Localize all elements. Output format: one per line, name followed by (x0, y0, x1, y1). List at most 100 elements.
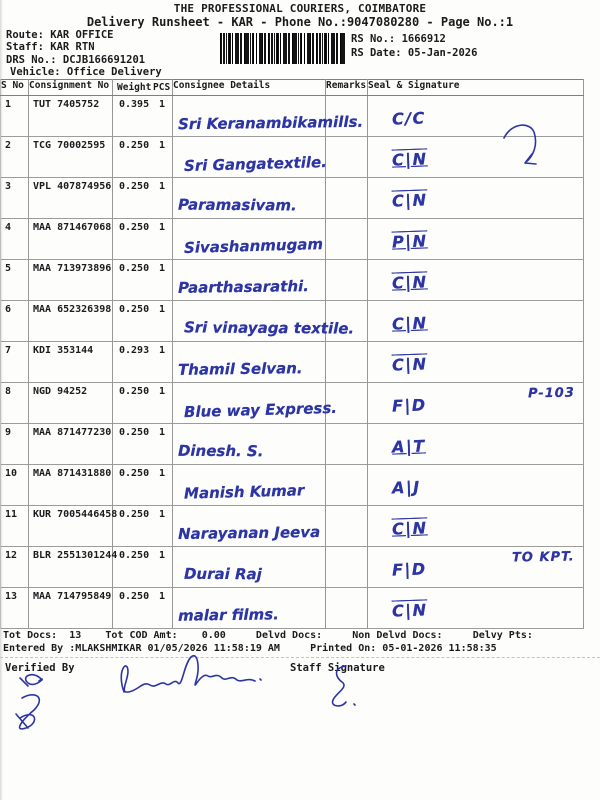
cell-remarks (325, 259, 368, 301)
handwritten-seal-mark: C|N (391, 190, 428, 211)
separator-line (0, 657, 600, 658)
tot-cod-value: 0.00 (201, 630, 226, 641)
cell-consignment: TCG 70002595 (28, 136, 113, 178)
vehicle-label: Vehicle: (10, 66, 61, 79)
cell-weight-pcs: 0.395 1 (112, 95, 173, 137)
handwritten-seal-mark: C|N (391, 354, 428, 375)
tot-docs-label: Tot Docs: (3, 630, 58, 641)
table-row: 9 MAA 871477230 0.250 1 Dinesh. S. A|T (0, 423, 584, 465)
entered-printed-line: Entered By :MLAKSHMIKAR 01/05/2026 11:58… (3, 643, 497, 654)
handwritten-seal-mark: C|N (391, 600, 428, 621)
table-row: 5 MAA 713973896 0.250 1 Paarthasarathi. C… (0, 259, 584, 301)
cell-sno: 9 (0, 423, 29, 465)
rs-date-line: RS Date: 05-Jan-2026 (351, 47, 477, 61)
cell-weight-pcs: 0.250 1 (112, 177, 173, 219)
consignment-table: S No Consignment No Weight PCS Consignee … (0, 79, 584, 629)
staff-line: Staff: KAR RTN (6, 41, 162, 53)
cell-consignment: KDI 353144 (28, 341, 113, 383)
handwritten-remark-note: TO KPT. (512, 549, 576, 566)
cell-seal-signature: C|N (367, 505, 584, 547)
cell-sno: 6 (0, 300, 29, 342)
table-row: 3 VPL 407874956 0.250 1 Paramasivam. C|N (0, 177, 584, 219)
cell-consignee: Durai Raj (172, 546, 326, 588)
cell-seal-signature: C|N (367, 136, 584, 178)
rs-info-block: RS No.: 1666912 RS Date: 05-Jan-2026 (351, 33, 477, 60)
vehicle-value: Office Delivery (66, 66, 162, 79)
cell-consignee: Paarthasarathi. (172, 259, 326, 301)
cell-consignment: BLR 2551301244 (28, 546, 117, 588)
drs-label: DRS No.: (6, 53, 57, 66)
cell-remarks (325, 587, 368, 629)
cell-consignment: NGD 94252 (28, 382, 113, 424)
verified-by-label: Verified By (5, 662, 75, 674)
cell-consignment: MAA 871477230 (28, 423, 113, 465)
header-seal-signature: Seal & Signature (367, 79, 584, 96)
cell-sno: 1 (0, 95, 29, 137)
cell-remarks (325, 505, 368, 547)
handwritten-consignee-name: Sri Gangatextile. (183, 153, 328, 175)
cell-consignee: Manish Kumar (172, 464, 326, 506)
pen-squiggle-mark (503, 124, 537, 165)
cell-weight-pcs: 0.250 1 (112, 300, 173, 342)
rs-date-label: RS Date: (351, 46, 402, 59)
rs-barcode (220, 33, 345, 64)
handwritten-consignee-name: Narayanan Jeeva (177, 523, 321, 543)
cell-seal-signature: C/C (367, 95, 584, 137)
courier-signature (120, 654, 262, 693)
handwritten-consignee-name: malar films. (177, 605, 279, 625)
staff-signature-mark (331, 665, 356, 707)
cell-seal-signature: C|N (367, 341, 584, 383)
cell-weight-pcs: 0.293 1 (112, 341, 173, 383)
cell-seal-signature: F|D P-103 (367, 382, 584, 424)
table-row: 7 KDI 353144 0.293 1 Thamil Selvan. C|N (0, 341, 584, 383)
header-sno: S No (0, 79, 29, 96)
header-weight: Weight (117, 82, 152, 93)
tot-cod-label: Tot COD Amt: (105, 630, 178, 641)
cell-weight-pcs: 0.250 1 (112, 587, 173, 629)
verified-by-signature (15, 673, 44, 730)
cell-seal-signature: C|N (367, 300, 584, 342)
cell-consignee: Thamil Selvan. (172, 341, 326, 383)
staff-value: KAR RTN (50, 41, 95, 54)
cell-sno: 4 (0, 218, 29, 260)
rs-no-line: RS No.: 1666912 (351, 33, 477, 47)
cell-remarks (325, 423, 368, 465)
rs-no-label: RS No.: (351, 33, 396, 45)
cell-consignment: MAA 871467068 (28, 218, 113, 260)
handwritten-consignee-name: Dinesh. S. (177, 441, 264, 461)
table-row: 1 TUT 7405752 0.395 1 Sri Keranambikamill… (0, 95, 584, 137)
handwritten-remark-note: P-103 (528, 385, 576, 402)
cell-sno: 2 (0, 136, 29, 178)
rs-no-value: 1666912 (401, 33, 446, 45)
cell-sno: 5 (0, 259, 29, 301)
handwritten-seal-mark: F|D (391, 395, 427, 416)
vehicle-line: Vehicle: Office Delivery (10, 66, 162, 78)
cell-consignment: VPL 407874956 (28, 177, 113, 219)
cell-consignment: MAA 652326398 (28, 300, 113, 342)
handwritten-seal-mark: C|N (391, 272, 428, 293)
drs-line: DRS No.: DCJB166691201 (6, 54, 162, 66)
delvy-pts-label: Delvy Pts: (472, 630, 533, 641)
cell-seal-signature: P|N (367, 218, 584, 260)
totals-line: Tot Docs: 13 Tot COD Amt: 0.00 Delvd Doc… (3, 630, 533, 641)
cell-consignee: malar films. (172, 587, 326, 629)
cell-sno: 7 (0, 341, 29, 383)
handwritten-consignee-name: Paarthasarathi. (177, 277, 310, 297)
table-body: 1 TUT 7405752 0.395 1 Sri Keranambikamill… (0, 95, 584, 629)
route-info-block: Route: KAR OFFICE Staff: KAR RTN DRS No.: … (6, 29, 162, 79)
cell-consignment: KUR 7005446458 (28, 505, 117, 547)
cell-weight-pcs: 0.250 1 (112, 423, 173, 465)
handwritten-seal-mark: A|T (391, 436, 426, 457)
handwritten-seal-mark: C|N (391, 149, 428, 170)
handwritten-consignee-name: Durai Raj (183, 564, 262, 584)
cell-seal-signature: C|N (367, 259, 584, 301)
route-label: Route: (6, 29, 44, 41)
handwritten-consignee-name: Blue way Express. (183, 398, 338, 422)
cell-weight-pcs: 0.250 1 (112, 382, 173, 424)
tot-docs-value: 13 (69, 630, 82, 641)
header-weight-pcs: Weight PCS (112, 79, 173, 96)
cell-sno: 10 (0, 464, 29, 506)
table-row: 8 NGD 94252 0.250 1 Blue way Express. F|D… (0, 382, 584, 424)
rs-date-value: 05-Jan-2026 (407, 46, 478, 59)
